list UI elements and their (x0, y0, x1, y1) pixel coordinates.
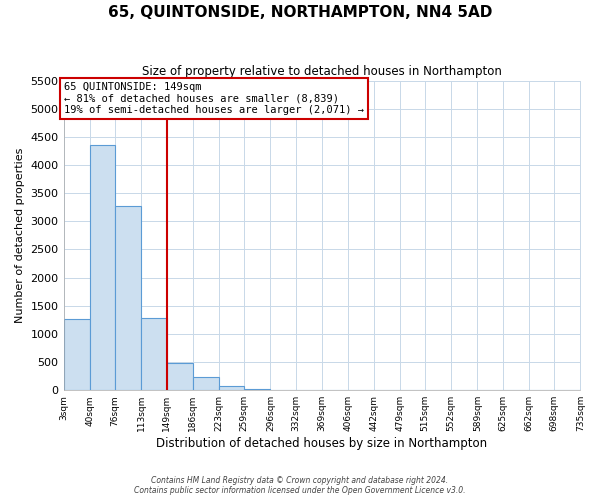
X-axis label: Distribution of detached houses by size in Northampton: Distribution of detached houses by size … (157, 437, 488, 450)
Text: 65 QUINTONSIDE: 149sqm
← 81% of detached houses are smaller (8,839)
19% of semi-: 65 QUINTONSIDE: 149sqm ← 81% of detached… (64, 82, 364, 115)
Title: Size of property relative to detached houses in Northampton: Size of property relative to detached ho… (142, 65, 502, 78)
Bar (89, 146, 115, 390)
Bar (219, 386, 244, 390)
Bar (141, 318, 167, 390)
Bar (167, 363, 193, 390)
Text: 65, QUINTONSIDE, NORTHAMPTON, NN4 5AD: 65, QUINTONSIDE, NORTHAMPTON, NN4 5AD (108, 5, 492, 20)
Text: Contains HM Land Registry data © Crown copyright and database right 2024.
Contai: Contains HM Land Registry data © Crown c… (134, 476, 466, 495)
Bar (193, 378, 219, 390)
Bar (64, 318, 89, 390)
Bar (244, 388, 271, 390)
Y-axis label: Number of detached properties: Number of detached properties (15, 148, 25, 323)
Bar (115, 206, 141, 390)
